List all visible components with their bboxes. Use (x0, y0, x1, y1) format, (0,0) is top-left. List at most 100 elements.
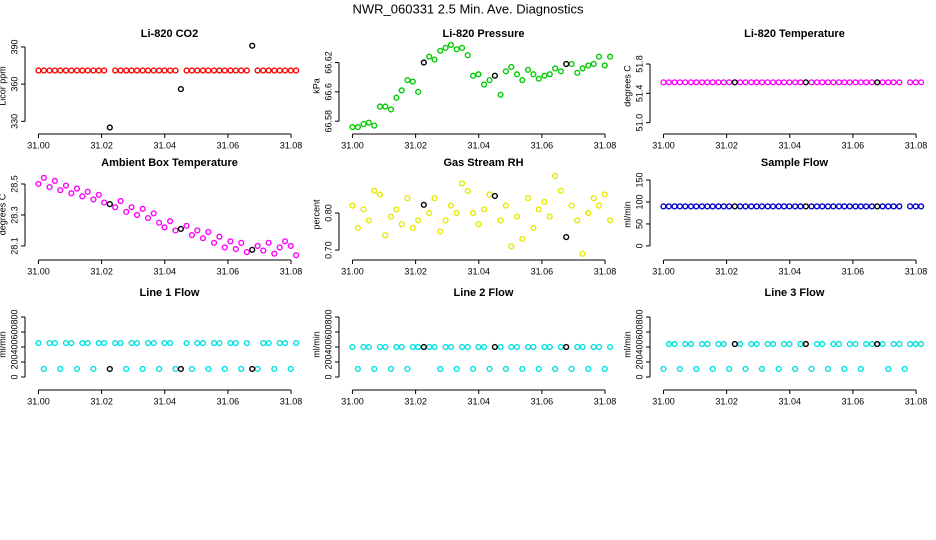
data-point (95, 339, 102, 347)
y-tick-label: 360 (9, 77, 19, 92)
data-point (254, 67, 261, 74)
data-point (541, 72, 548, 79)
data-point (276, 67, 283, 74)
panel-title: Line 3 Flow (765, 287, 825, 299)
data-point (671, 79, 678, 86)
data-point (552, 172, 559, 180)
data-point (797, 203, 804, 210)
y-tick-label: 28.1 (9, 237, 19, 255)
data-point (265, 339, 272, 347)
data-point (420, 343, 427, 351)
data-point (442, 217, 449, 224)
data-point (382, 103, 389, 110)
data-point (112, 67, 119, 74)
data-point (486, 365, 493, 373)
y-tick-label: 51.4 (634, 85, 644, 103)
data-point (687, 340, 695, 348)
data-point (260, 339, 267, 347)
data-point (830, 79, 837, 86)
data-point (885, 79, 892, 86)
data-point (830, 340, 837, 348)
data-point (40, 365, 47, 373)
data-point (271, 67, 278, 74)
data-point (133, 211, 141, 219)
data-point (128, 67, 135, 74)
data-point (376, 103, 384, 110)
data-point (426, 209, 433, 217)
y-tick-label: 330 (9, 114, 19, 129)
data-point (447, 202, 455, 209)
x-tick-label: 31.08 (905, 140, 928, 150)
data-point (557, 68, 564, 75)
data-point (502, 365, 510, 373)
data-point (535, 206, 542, 213)
data-point (123, 67, 130, 74)
data-point (365, 217, 372, 224)
y-axis-label: ml/min (311, 331, 321, 358)
data-point (398, 221, 405, 228)
y-tick-label: 600 (9, 325, 19, 340)
data-point (167, 339, 174, 347)
data-point (426, 343, 433, 351)
data-point (199, 67, 207, 74)
data-point (758, 365, 766, 373)
data-point (671, 340, 678, 348)
data-point (194, 227, 201, 234)
data-point (398, 87, 405, 94)
data-point (409, 78, 416, 85)
data-point (458, 180, 466, 187)
data-point (232, 67, 239, 74)
x-tick-label: 31.02 (715, 266, 738, 276)
y-tick-label: 0 (634, 243, 644, 248)
data-point (819, 79, 826, 86)
data-point (57, 67, 64, 74)
data-point (188, 67, 196, 74)
data-point (508, 343, 515, 351)
data-point (868, 79, 875, 86)
data-point (172, 67, 179, 74)
x-tick-label: 31.02 (404, 396, 427, 406)
data-point (863, 79, 870, 86)
data-point (841, 203, 848, 210)
data-point (764, 340, 771, 348)
x-tick-label: 31.02 (404, 266, 427, 276)
data-point (133, 339, 141, 347)
data-point (519, 77, 526, 84)
x-tick-label: 31.08 (594, 396, 617, 406)
data-point (371, 187, 378, 194)
data-point (210, 239, 218, 246)
x-tick-label: 31.00 (27, 396, 50, 406)
data-point (607, 343, 614, 351)
data-point (481, 206, 488, 213)
data-point (447, 343, 455, 351)
data-point (775, 365, 782, 373)
x-tick-label: 31.08 (280, 396, 303, 406)
data-point (167, 67, 174, 74)
data-point (150, 67, 157, 74)
y-tick-label: 600 (634, 325, 644, 340)
data-point (535, 365, 542, 373)
data-point (874, 340, 881, 348)
data-point (918, 340, 925, 348)
data-point (912, 340, 919, 348)
data-point (748, 340, 755, 348)
data-point (183, 222, 190, 229)
data-point (607, 217, 614, 224)
data-point (260, 247, 267, 254)
panel-title: Li-820 Pressure (443, 28, 525, 40)
x-tick-label: 31.04 (153, 266, 176, 276)
data-point (227, 238, 234, 245)
data-point (420, 59, 427, 66)
data-point (524, 66, 532, 73)
y-axis-label: degrees C (0, 193, 7, 235)
data-point (183, 67, 190, 74)
data-point (161, 339, 168, 347)
data-point (57, 187, 64, 194)
data-point (491, 343, 498, 351)
x-tick-label: 31.02 (404, 140, 427, 150)
data-point (112, 204, 119, 211)
data-point (35, 339, 42, 347)
